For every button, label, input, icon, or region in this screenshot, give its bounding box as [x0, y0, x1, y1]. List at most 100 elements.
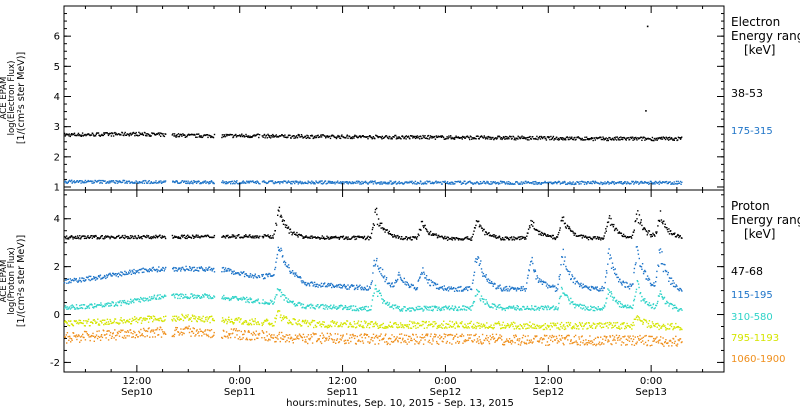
data-point	[564, 181, 566, 183]
data-point	[83, 325, 86, 327]
data-point	[272, 237, 274, 239]
data-point	[234, 235, 236, 237]
data-point	[482, 272, 485, 275]
data-point	[403, 281, 405, 283]
data-point	[499, 304, 501, 306]
data-point	[602, 238, 604, 240]
data-point	[637, 280, 639, 283]
data-point	[305, 182, 307, 184]
data-point	[66, 133, 68, 135]
data-point	[624, 306, 626, 308]
data-point	[646, 275, 649, 277]
data-point	[276, 181, 278, 184]
data-point	[238, 234, 240, 236]
data-point	[556, 182, 558, 185]
data-point	[238, 317, 240, 319]
data-point	[639, 265, 642, 268]
data-point	[83, 304, 86, 306]
data-point	[543, 306, 546, 309]
data-point	[195, 235, 197, 237]
data-point	[504, 309, 506, 312]
data-point	[158, 297, 161, 299]
data-point	[443, 309, 445, 311]
data-point	[274, 317, 276, 319]
data-point	[339, 235, 342, 238]
data-point	[499, 138, 502, 140]
data-point	[185, 265, 187, 268]
data-point	[335, 305, 337, 308]
data-point	[201, 317, 203, 320]
data-point	[498, 235, 501, 237]
data-point	[245, 301, 247, 303]
data-point	[279, 250, 281, 252]
data-point	[115, 237, 117, 239]
data-point	[226, 270, 229, 272]
data-point	[581, 137, 583, 140]
data-point	[506, 237, 508, 240]
data-point	[203, 235, 205, 238]
data-point	[658, 295, 660, 297]
data-point	[387, 282, 389, 285]
data-point	[635, 180, 637, 183]
data-point	[655, 281, 657, 283]
data-point-outlier	[645, 110, 647, 112]
data-point	[547, 137, 550, 139]
data-point	[186, 134, 189, 136]
data-point	[629, 305, 631, 307]
data-point	[283, 294, 285, 296]
data-point	[306, 321, 308, 324]
data-point	[94, 276, 96, 279]
data-point	[339, 137, 342, 140]
data-point	[276, 288, 279, 290]
data-point	[622, 138, 624, 141]
data-point	[427, 282, 429, 284]
data-point	[226, 322, 228, 325]
data-point	[297, 181, 300, 183]
data-point	[371, 228, 374, 231]
data-point	[370, 283, 372, 286]
data-point	[578, 235, 580, 237]
data-point	[589, 288, 591, 291]
data-point	[194, 318, 196, 320]
data-point	[519, 182, 521, 184]
data-point	[299, 302, 301, 304]
data-point	[210, 236, 212, 238]
data-point	[195, 320, 198, 322]
data-point	[445, 137, 447, 140]
data-point	[119, 237, 121, 239]
data-point	[330, 282, 332, 285]
data-point	[553, 139, 555, 141]
data-point	[69, 278, 71, 280]
data-point	[309, 324, 312, 326]
data-point	[520, 238, 522, 240]
data-point	[476, 288, 478, 291]
data-point	[395, 134, 397, 137]
data-point	[473, 138, 475, 140]
data-point	[613, 136, 616, 139]
data-point	[184, 270, 186, 272]
data-point	[248, 276, 251, 278]
data-point	[171, 234, 174, 237]
data-point	[138, 181, 140, 183]
data-point	[264, 181, 266, 183]
data-point	[468, 238, 471, 240]
data-point	[239, 274, 242, 276]
data-point	[107, 235, 109, 237]
data-point	[383, 300, 386, 302]
data-point	[362, 287, 364, 289]
data-point	[650, 284, 652, 287]
data-point	[296, 274, 298, 276]
data-point	[450, 286, 452, 288]
data-point	[676, 183, 678, 185]
data-point	[619, 278, 621, 280]
data-point	[534, 270, 537, 272]
data-point	[499, 136, 501, 138]
data-point	[443, 238, 445, 240]
data-point	[352, 305, 355, 307]
data-point	[429, 284, 432, 287]
data-point	[131, 235, 133, 237]
data-point	[644, 269, 646, 272]
data-point	[571, 274, 573, 276]
data-point	[135, 131, 137, 134]
data-point	[233, 297, 235, 299]
